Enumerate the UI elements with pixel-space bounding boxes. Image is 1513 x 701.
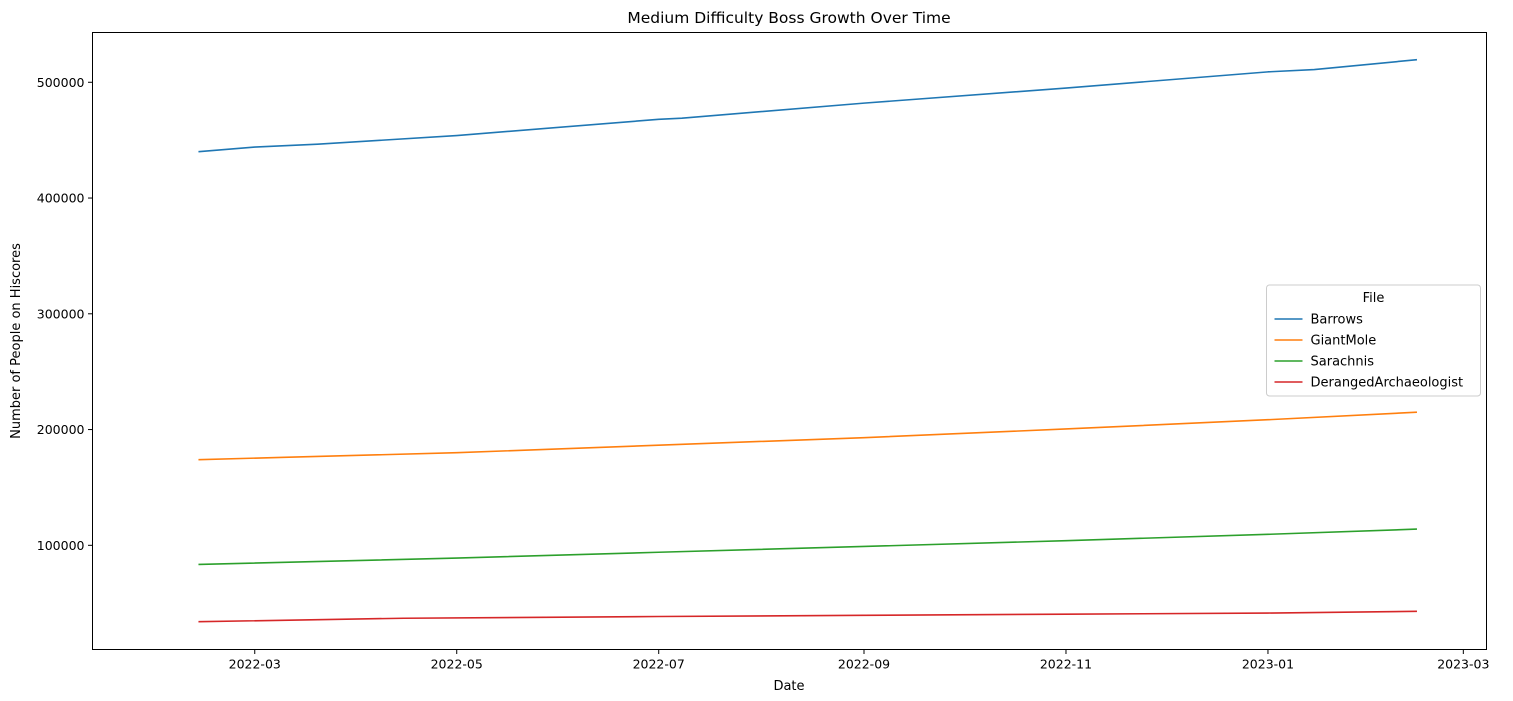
legend-label-0: Barrows <box>1311 313 1364 328</box>
x-tick-label: 2022-07 <box>633 657 685 672</box>
legend-label-3: DerangedArchaeologist <box>1311 376 1464 391</box>
series-lines <box>198 58 1418 623</box>
legend-label-2: Sarachnis <box>1311 355 1375 370</box>
x-axis: 2022-03 2022-05 2022-07 2022-09 2022-11 2023-… <box>229 649 1489 672</box>
x-tick-label: 2023-03 <box>1437 657 1489 672</box>
x-axis-label: Date <box>773 679 804 694</box>
series-line-2 <box>198 528 1417 566</box>
y-tick-label: 300000 <box>37 306 85 321</box>
x-tick-label: 2022-05 <box>431 657 483 672</box>
y-tick-label: 100000 <box>37 538 85 553</box>
y-tick-label: 400000 <box>37 191 85 206</box>
y-axis-label: Number of People on Hiscores <box>9 243 24 439</box>
series-line-3 <box>198 610 1417 623</box>
y-tick-label: 500000 <box>37 75 85 90</box>
legend-title: File <box>1363 291 1385 306</box>
legend: File Barrows GiantMole Sarachnis DerangedArc… <box>1266 284 1481 397</box>
series-line-0 <box>198 58 1418 153</box>
x-tick-label: 2022-11 <box>1040 657 1092 672</box>
chart-title: Medium Difficulty Boss Growth Over Time <box>627 9 950 27</box>
legend-box <box>1266 284 1481 397</box>
x-tick-label: 2022-03 <box>229 657 281 672</box>
series-line-1 <box>198 411 1418 461</box>
x-tick-label: 2022-09 <box>838 657 890 672</box>
plot-area <box>92 32 1487 650</box>
y-axis: 100000 200000 300000 400000 500000 <box>37 75 93 553</box>
x-tick-label: 2023-01 <box>1242 657 1294 672</box>
legend-label-1: GiantMole <box>1311 334 1377 349</box>
y-tick-label: 200000 <box>37 422 85 437</box>
